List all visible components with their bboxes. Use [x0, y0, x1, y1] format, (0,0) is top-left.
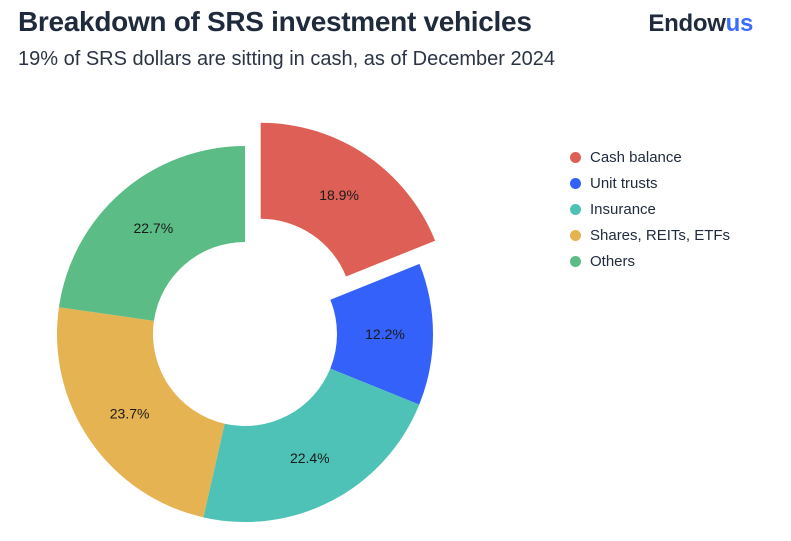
legend-swatch	[570, 229, 581, 241]
legend-label: Shares, REITs, ETFs	[590, 226, 731, 244]
slice-label-unit-trusts: 12.2%	[365, 326, 405, 342]
slice-label-others: 22.7%	[133, 220, 173, 236]
slice-cash-balance	[260, 122, 436, 277]
legend-label: Insurance	[590, 200, 656, 218]
slice-label-cash-balance: 18.9%	[319, 187, 359, 203]
brand-name-accent: us	[725, 10, 754, 37]
legend-label: Others	[590, 252, 636, 270]
legend-item-unit-trusts: Unit trusts	[570, 170, 730, 196]
slice-unit-trusts	[330, 263, 433, 405]
brand-logo: Endowus	[648, 10, 753, 38]
legend-swatch	[570, 255, 581, 267]
legend-item-others: Others	[570, 248, 730, 274]
chart-title: Breakdown of SRS investment vehicles	[18, 6, 532, 37]
legend-label: Cash balance	[590, 148, 682, 166]
legend-swatch	[570, 203, 581, 215]
slice-label-shares-reits-etfs: 23.7%	[110, 405, 150, 421]
slice-label-insurance: 22.4%	[290, 450, 330, 466]
chart-legend: Cash balance Unit trusts Insurance Shares, …	[570, 144, 730, 274]
legend-item-insurance: Insurance	[570, 196, 730, 222]
slice-insurance	[203, 368, 420, 522]
slice-others	[58, 146, 245, 321]
legend-item-shares-reits-etfs: Shares, REITs, ETFs	[570, 222, 730, 248]
legend-item-cash-balance: Cash balance	[570, 144, 730, 170]
chart-subtitle: 19% of SRS dollars are sitting in cash, …	[18, 48, 555, 70]
legend-swatch	[570, 151, 581, 163]
legend-swatch	[570, 177, 581, 189]
legend-label: Unit trusts	[590, 174, 658, 192]
slice-shares-reits-etfs	[56, 307, 225, 518]
brand-name: Endow	[648, 10, 726, 37]
